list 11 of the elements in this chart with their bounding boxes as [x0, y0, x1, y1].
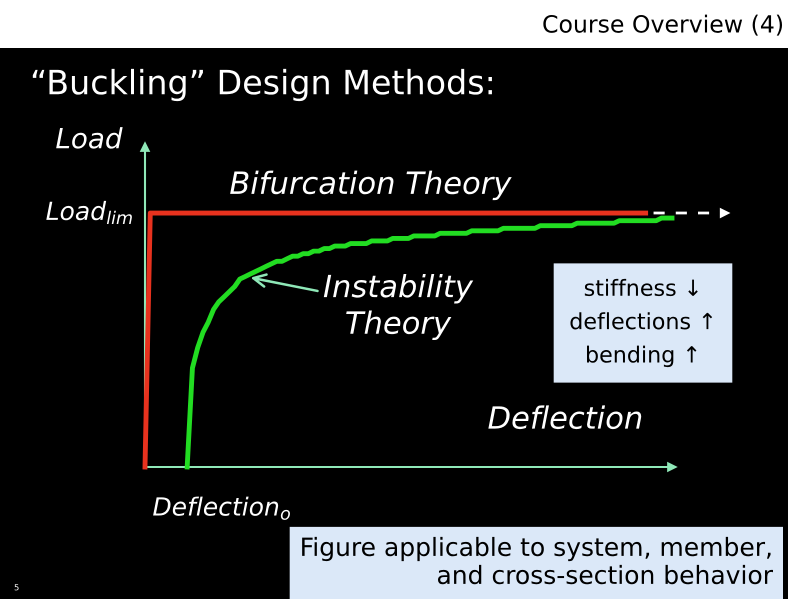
text: Bifurcation Theory — [230, 170, 512, 200]
text: Figure applicable to system, member, and cross-section behavior — [302, 536, 773, 584]
text: Load$_{lim}$ — [46, 200, 132, 224]
y-axis-title: Load — [56, 127, 123, 149]
text: Deflection$_{o}$ — [153, 496, 290, 520]
text: 5 — [14, 584, 19, 590]
chart-title: Course Overview (4) — [543, 14, 782, 36]
x-axis-title: Deflection — [488, 405, 642, 430]
chart-subtitle: “Buckling” Design Methods: — [32, 68, 492, 102]
annotation: stiffness ↓ deflections ↑ bending ↑ — [570, 278, 712, 368]
annotation: Instability Theory — [324, 274, 474, 340]
